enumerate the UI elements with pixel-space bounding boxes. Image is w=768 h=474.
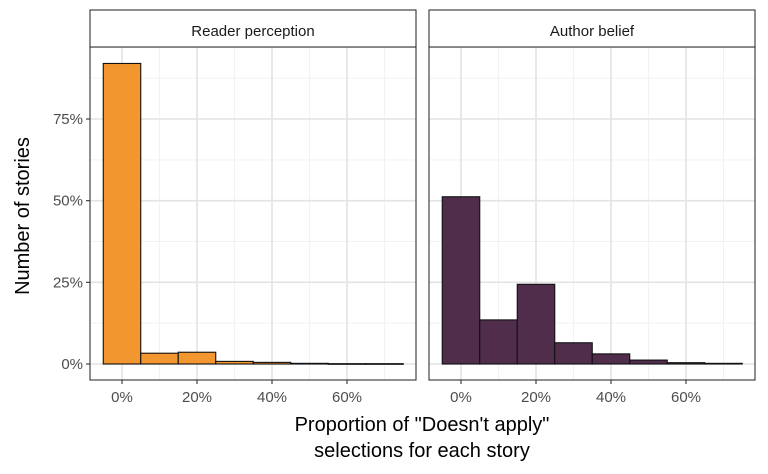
y-tick-label: 75% [53,111,83,128]
histogram-bar [215,360,254,365]
histogram-bar [704,362,743,365]
histogram-bar [441,196,481,365]
facet-panel: Reader perception [89,9,417,381]
x-axis-title-line1: Proportion of "Doesn't apply" [295,414,550,436]
x-tick-label: 60% [671,389,701,406]
facet-strip-label: Author belief [550,23,635,40]
histogram-bar [516,283,556,365]
histogram-bar [479,319,518,365]
x-tick-label: 60% [332,389,362,406]
histogram-bar [252,361,292,365]
x-axis-ticks: 0% 20% 40% 60% 0% 20% 40% 60% [111,380,701,406]
x-tick-label: 0% [450,389,472,406]
facet-panel: Author belief [428,9,756,381]
y-tick-label: 50% [53,193,83,210]
facet-strip [89,9,417,48]
x-axis-title-line2: selections for each story [314,440,530,462]
panel-background [90,47,416,380]
y-axis-title: Number of stories [12,137,34,295]
histogram-bar [666,362,706,365]
histogram-bar [629,359,668,365]
histogram-bar [290,362,329,365]
x-tick-label: 20% [182,389,212,406]
histogram-bar [140,352,179,365]
y-tick-label: 25% [53,274,83,291]
histogram-bar [554,342,593,365]
facet-panels: Reader perception Author belief [89,9,756,381]
histogram-bar [327,363,367,365]
x-tick-label: 20% [521,389,551,406]
facet-strip-label: Reader perception [191,23,314,40]
x-tick-label: 40% [596,389,626,406]
x-tick-label: 0% [111,389,133,406]
histogram-bar [102,62,142,365]
histogram-bar [591,353,631,365]
histogram-bar [365,363,404,365]
y-tick-label: 0% [61,356,83,373]
x-tick-label: 40% [257,389,287,406]
y-axis-ticks: 0% 25% 50% 75% [53,111,90,373]
facet-strip [428,9,756,48]
histogram-bar [177,351,217,365]
